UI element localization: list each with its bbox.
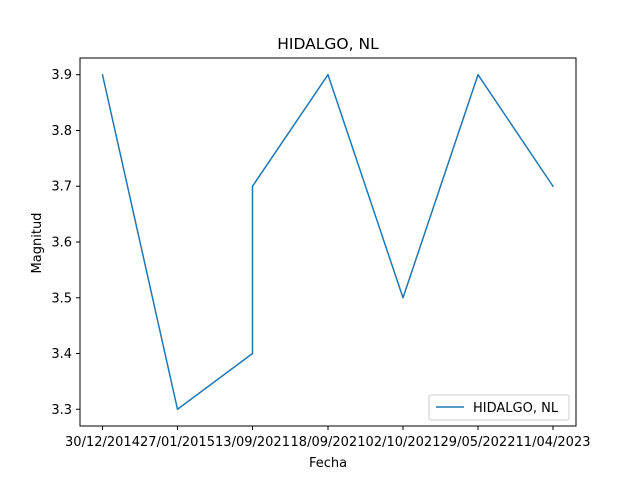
y-tick-label: 3.8 xyxy=(51,124,72,139)
y-tick-label: 3.7 xyxy=(51,180,72,195)
chart-title: HIDALGO, NL xyxy=(277,35,379,53)
x-tick-label: 29/05/2022 xyxy=(441,435,516,450)
x-tick-label: 13/09/2021 xyxy=(215,435,290,450)
data-point xyxy=(552,185,554,187)
x-axis: 30/12/2014 27/01/2015 13/09/2021 18/09/2021… xyxy=(65,426,590,450)
y-tick-label: 3.4 xyxy=(51,347,72,362)
y-tick-label: 3.6 xyxy=(51,236,72,251)
plot-frame xyxy=(79,57,577,427)
x-tick-label: 11/04/2023 xyxy=(516,435,591,450)
data-point xyxy=(327,73,329,76)
legend-label: HIDALGO, NL xyxy=(473,401,559,416)
x-tick-label: 30/12/2014 xyxy=(65,435,140,450)
series-layer xyxy=(101,73,554,411)
y-tick-label: 3.3 xyxy=(51,403,72,418)
legend: HIDALGO, NL xyxy=(428,394,570,421)
data-point xyxy=(101,73,104,76)
data-point xyxy=(251,352,254,355)
x-tick-label: 27/01/2015 xyxy=(140,435,215,450)
data-point xyxy=(251,185,254,187)
data-point xyxy=(477,73,479,76)
series-line xyxy=(101,73,554,411)
y-tick-label: 3.5 xyxy=(51,291,72,306)
x-tick-label: 02/10/2021 xyxy=(366,435,441,450)
x-tick-label: 18/09/2021 xyxy=(291,435,366,450)
legend-box xyxy=(428,394,570,421)
plot-area xyxy=(80,58,576,426)
x-axis-label: Fecha xyxy=(309,456,347,471)
data-point xyxy=(402,297,404,299)
y-axis-label: Magnitud xyxy=(30,213,45,274)
y-axis: 3.3 3.4 3.5 3.6 3.7 3.8 3.9 xyxy=(51,68,80,418)
data-point xyxy=(176,408,179,411)
y-tick-label: 3.9 xyxy=(51,68,72,83)
